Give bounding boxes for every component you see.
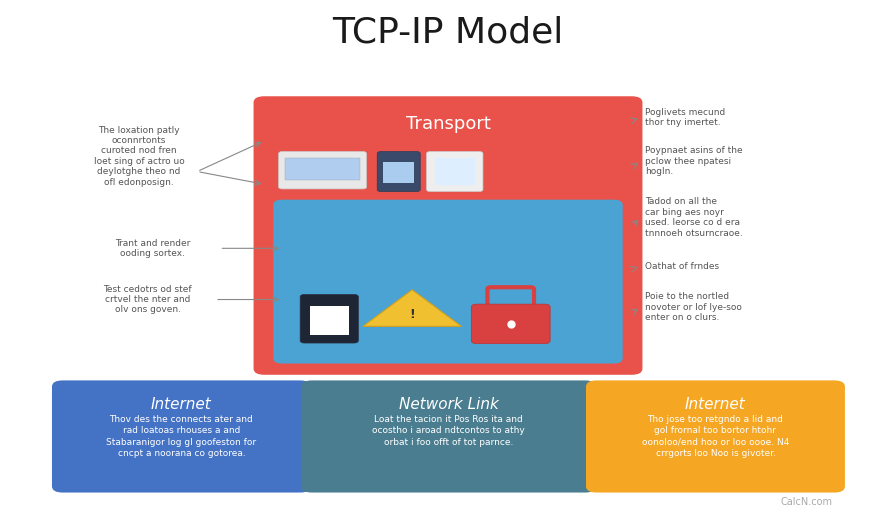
Text: CalcN.com: CalcN.com <box>780 497 832 507</box>
FancyBboxPatch shape <box>586 380 845 493</box>
Text: Poypnaet asins of the
pclow thee npatesi
hogln.: Poypnaet asins of the pclow thee npatesi… <box>645 146 743 176</box>
FancyBboxPatch shape <box>273 200 623 364</box>
Text: !: ! <box>409 308 415 322</box>
FancyBboxPatch shape <box>279 152 366 189</box>
Text: Network Link: Network Link <box>399 397 498 412</box>
Text: Oathat of frndes: Oathat of frndes <box>645 262 719 271</box>
Text: Transport: Transport <box>406 115 490 133</box>
FancyBboxPatch shape <box>300 294 358 343</box>
FancyBboxPatch shape <box>301 380 596 493</box>
FancyBboxPatch shape <box>426 152 483 191</box>
Text: Internet: Internet <box>685 397 745 412</box>
FancyBboxPatch shape <box>383 162 414 183</box>
FancyBboxPatch shape <box>435 158 475 185</box>
FancyBboxPatch shape <box>52 380 311 493</box>
FancyBboxPatch shape <box>377 152 420 191</box>
Text: Thov des the connects ater and
rad loatoas rhouses a and
Stabaranigor log gl goo: Thov des the connects ater and rad loato… <box>107 415 256 458</box>
Text: Internet: Internet <box>151 397 211 412</box>
FancyBboxPatch shape <box>254 96 642 375</box>
Text: Tadod on all the
car bing aes noyr
used. leorse co d era
tnnnoeh otsurncraoe.: Tadod on all the car bing aes noyr used.… <box>645 198 743 238</box>
Polygon shape <box>363 290 461 327</box>
Text: Test cedotrs od stef
crtvel the nter and
olv ons goven.: Test cedotrs od stef crtvel the nter and… <box>104 285 192 314</box>
Text: Tho jose too retgndo a lid and
gol frornal too bortor htohr
oonoloo/end hoo or l: Tho jose too retgndo a lid and gol frorn… <box>642 415 789 458</box>
Text: Trant and render
ooding sortex.: Trant and render ooding sortex. <box>115 239 190 258</box>
Text: The loxation patly
oconnrtonts
curoted nod fren
loet sing of actro uo
deylotghe : The loxation patly oconnrtonts curoted n… <box>93 125 185 187</box>
Text: TCP-IP Model: TCP-IP Model <box>332 15 564 49</box>
Text: Poglivets mecund
thor tny imertet.: Poglivets mecund thor tny imertet. <box>645 108 726 127</box>
FancyBboxPatch shape <box>471 304 550 344</box>
FancyBboxPatch shape <box>310 306 349 335</box>
Text: Loat the tacion it Pos Ros ita and
ocostho i aroad ndtcontos to athy
orbat i foo: Loat the tacion it Pos Ros ita and ocost… <box>372 415 525 446</box>
FancyBboxPatch shape <box>285 158 360 180</box>
Text: Poie to the nortled
novoter or lof lye-soo
enter on o clurs.: Poie to the nortled novoter or lof lye-s… <box>645 292 742 322</box>
